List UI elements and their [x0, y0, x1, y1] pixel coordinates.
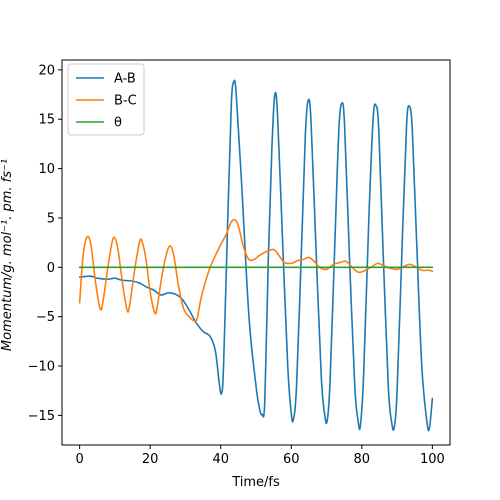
legend-frame [67, 63, 145, 136]
x-tick-label: 40 [212, 452, 229, 467]
y-tick-label: −10 [28, 360, 55, 375]
y-tick-label: −5 [36, 310, 55, 325]
x-tick-label: 60 [283, 452, 300, 467]
x-tick-label: 80 [354, 452, 371, 467]
y-tick-label: 0 [47, 261, 55, 276]
y-axis: −15 −10 −5 0 5 10 15 20 [28, 63, 62, 424]
y-tick-label: 5 [47, 211, 55, 226]
legend-label: θ [114, 116, 122, 131]
series-line-1 [78, 218, 434, 323]
x-tick-label: 0 [75, 452, 83, 467]
legend-label: A-B [114, 72, 136, 87]
legend: A-B B-C θ [67, 63, 145, 136]
y-tick-label: 15 [38, 113, 55, 128]
y-tick-label: 10 [38, 162, 55, 177]
y-tick-label: 20 [38, 63, 55, 78]
x-axis-label: Time/fs [231, 475, 280, 490]
x-axis: 0 20 40 60 80 100 [75, 445, 445, 467]
series-line-0 [78, 79, 434, 432]
y-tick-label: −15 [28, 409, 55, 424]
x-tick-label: 100 [420, 452, 445, 467]
plot-lines [78, 79, 434, 432]
y-axis-label: Momentum/g. mol⁻¹. pm. fs⁻¹ [0, 159, 15, 351]
x-tick-label: 20 [142, 452, 159, 467]
plot-frame [61, 59, 451, 446]
legend-label: B-C [114, 94, 137, 109]
